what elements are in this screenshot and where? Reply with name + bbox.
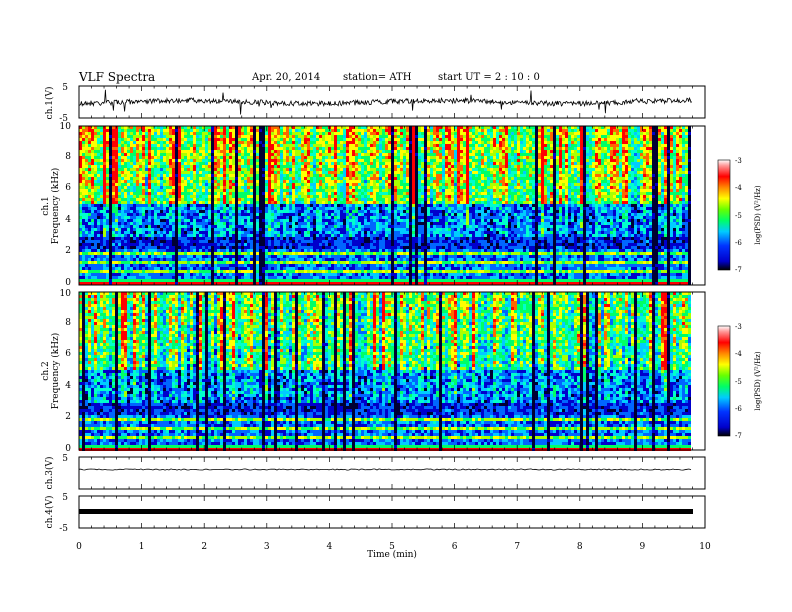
ch1-spectrogram-panel [78,125,706,286]
ch2-spec-ytick-2: 2 [65,412,71,422]
ch1-spec-ytick-2: 2 [65,246,71,256]
x-tick-labels: 0 1 2 3 4 5 6 7 8 9 10 [76,542,711,552]
ch3-ytick-5: 5 [62,454,68,464]
ch1-spec-ytick-10: 10 [60,122,72,132]
ch2-spec-ytick-0: 0 [65,444,71,454]
ch3-waveform [79,468,692,471]
cb1-tick-neg5: -5 [735,212,742,220]
ch1-ytick-5: 5 [62,83,68,93]
cb1-tick-neg7: -7 [735,266,742,274]
x-tick-label-10: 10 [699,542,711,552]
ch2-spec-ytick-8: 8 [65,318,71,328]
ch2-spec-ylabel: ch.2 Frequency (kHz) [41,333,61,410]
cb2-tick-neg4: -4 [735,350,742,358]
x-tick-label-2: 2 [201,542,207,552]
ch1-spec-ytick-6: 6 [65,183,71,193]
ch1-waveform [78,89,693,115]
date-label: Apr. 20, 2014 [252,72,320,83]
cb2-tick-neg5: -5 [735,378,742,386]
x-tick-label-8: 8 [577,542,583,552]
ch2-spec-ytick-4: 4 [65,381,71,391]
x-tick-label-6: 6 [452,542,458,552]
x-tick-label-9: 9 [640,542,646,552]
chart-title: VLF Spectra [79,70,155,84]
x-tick-label-4: 4 [327,542,333,552]
x-tick-label-0: 0 [76,542,82,552]
cb1-tick-neg6: -6 [735,239,742,247]
x-tick-label-3: 3 [264,542,270,552]
x-tick-label-7: 7 [514,542,520,552]
x-tick-label-5: 5 [389,542,395,552]
cb2-tick-neg6: -6 [735,405,742,413]
ch2-colorbar: -3 -4 -5 -6 -7 log(PSD) (V²/Hz) [717,323,762,440]
ch4-waveform [79,509,693,514]
cb1-tick-neg4: -4 [735,184,742,192]
ch1-spec-ytick-8: 8 [65,152,71,162]
ch4-ytick-5: 5 [62,493,68,503]
cb1-tick-neg3: -3 [735,157,742,165]
ch1-voltage-ylabel: ch.1(V) [44,87,55,120]
cb1-label: log(PSD) (V²/Hz) [754,185,762,244]
x-tick-label-1: 1 [139,542,145,552]
ch4-voltage-ylabel: ch.4(V) [44,496,55,529]
ch1-colorbar: -3 -4 -5 -6 -7 log(PSD) (V²/Hz) [717,157,762,274]
ch1-spec-ytick-4: 4 [65,215,71,225]
start-time-label: start UT = 2 : 10 : 0 [438,72,540,83]
cb2-label: log(PSD) (V²/Hz) [754,351,762,410]
cb2-tick-neg3: -3 [735,323,742,331]
station-label: station= ATH [343,72,411,83]
axis-ticks [78,86,706,528]
cb2-tick-neg7: -7 [735,432,742,440]
ch3-voltage-ylabel: ch.3(V) [44,457,55,490]
x-axis-label: Time (min) [367,549,417,560]
ch2-spec-ytick-6: 6 [65,349,71,359]
ch2-spec-ytick-10: 10 [60,289,72,299]
ch1-spec-ylabel: ch.1 Frequency (kHz) [41,168,61,245]
ch2-spectrogram-panel [78,291,706,451]
ch1-spec-ytick-0: 0 [65,278,71,288]
ch4-ytick-neg5: -5 [59,524,68,534]
ch1-ytick-neg5: -5 [59,114,68,124]
